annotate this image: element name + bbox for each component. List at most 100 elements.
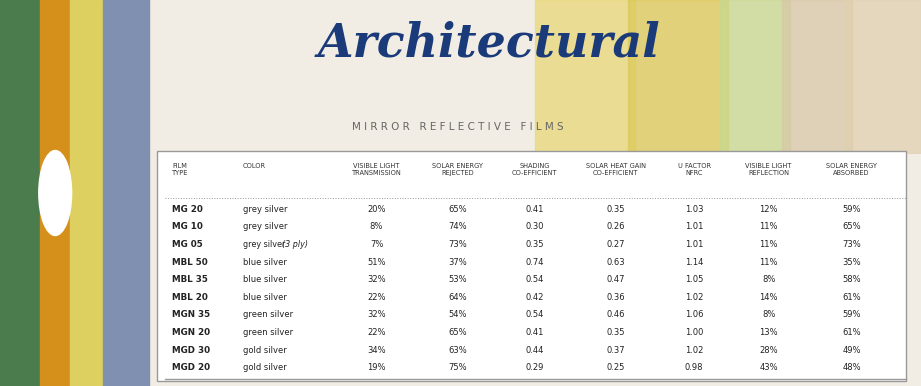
- Bar: [0, 0, 41, 386]
- Text: MGD 20: MGD 20: [171, 363, 210, 372]
- Text: 1.06: 1.06: [685, 310, 704, 319]
- Text: MG 20: MG 20: [171, 205, 203, 214]
- Text: gold silver: gold silver: [242, 363, 286, 372]
- Text: 0.47: 0.47: [607, 275, 625, 284]
- Text: 1.03: 1.03: [685, 205, 704, 214]
- Text: 8%: 8%: [762, 310, 775, 319]
- Text: 0.35: 0.35: [526, 240, 544, 249]
- Text: 1.02: 1.02: [685, 345, 704, 355]
- Text: 12%: 12%: [759, 205, 778, 214]
- Text: 19%: 19%: [367, 363, 386, 372]
- Text: 65%: 65%: [449, 328, 467, 337]
- FancyBboxPatch shape: [157, 151, 905, 381]
- Text: U FACTOR
NFRC: U FACTOR NFRC: [678, 163, 711, 176]
- Text: MBL 35: MBL 35: [171, 275, 207, 284]
- Text: 0.37: 0.37: [606, 345, 625, 355]
- Text: SOLAR HEAT GAIN
CO-EFFICIENT: SOLAR HEAT GAIN CO-EFFICIENT: [586, 163, 646, 176]
- Text: 0.54: 0.54: [526, 275, 544, 284]
- Text: 22%: 22%: [367, 293, 386, 302]
- Text: 0.54: 0.54: [526, 310, 544, 319]
- Text: 0.42: 0.42: [526, 293, 544, 302]
- Text: MGN 35: MGN 35: [171, 310, 210, 319]
- Text: 65%: 65%: [842, 222, 861, 232]
- Text: 59%: 59%: [843, 310, 861, 319]
- Text: 0.41: 0.41: [526, 328, 544, 337]
- Text: 1.01: 1.01: [685, 240, 704, 249]
- Text: grey silver: grey silver: [242, 222, 287, 232]
- Text: 0.30: 0.30: [526, 222, 544, 232]
- Text: 8%: 8%: [762, 275, 775, 284]
- Text: 59%: 59%: [843, 205, 861, 214]
- Text: 51%: 51%: [367, 257, 386, 267]
- Text: 54%: 54%: [449, 310, 467, 319]
- Text: 0.25: 0.25: [607, 363, 625, 372]
- Text: FILM
TYPE: FILM TYPE: [171, 163, 188, 176]
- Text: 37%: 37%: [449, 257, 467, 267]
- Text: 73%: 73%: [449, 240, 467, 249]
- Bar: [103, 0, 149, 386]
- Text: gold silver: gold silver: [242, 345, 286, 355]
- Bar: [844, 0, 921, 154]
- Circle shape: [39, 151, 72, 235]
- Text: green silver: green silver: [242, 310, 293, 319]
- Bar: [41, 0, 70, 386]
- Text: 75%: 75%: [449, 363, 467, 372]
- Text: 0.98: 0.98: [685, 363, 704, 372]
- Text: 35%: 35%: [842, 257, 861, 267]
- Text: 43%: 43%: [759, 363, 778, 372]
- Bar: [628, 0, 729, 154]
- Text: 0.46: 0.46: [607, 310, 625, 319]
- Text: 13%: 13%: [759, 328, 778, 337]
- Text: 8%: 8%: [370, 222, 383, 232]
- Text: 0.27: 0.27: [607, 240, 625, 249]
- Text: 53%: 53%: [449, 275, 467, 284]
- Text: green silver: green silver: [242, 328, 293, 337]
- Bar: [70, 0, 103, 386]
- Text: 61%: 61%: [842, 293, 861, 302]
- Text: blue silver: blue silver: [242, 275, 286, 284]
- Text: 1.05: 1.05: [685, 275, 704, 284]
- Text: 58%: 58%: [842, 275, 861, 284]
- Text: M I R R O R   R E F L E C T I V E   F I L M S: M I R R O R R E F L E C T I V E F I L M …: [352, 122, 564, 132]
- Text: SHADING
CO-EFFICIENT: SHADING CO-EFFICIENT: [512, 163, 557, 176]
- Text: MGD 30: MGD 30: [171, 345, 210, 355]
- Text: MGN 20: MGN 20: [171, 328, 210, 337]
- Text: 0.36: 0.36: [606, 293, 625, 302]
- Bar: [782, 0, 852, 154]
- Text: SOLAR ENERGY
REJECTED: SOLAR ENERGY REJECTED: [432, 163, 483, 176]
- Text: COLOR: COLOR: [242, 163, 266, 169]
- Text: 11%: 11%: [759, 240, 778, 249]
- Text: 73%: 73%: [842, 240, 861, 249]
- Text: blue silver: blue silver: [242, 257, 286, 267]
- Bar: [535, 0, 635, 154]
- Text: 22%: 22%: [367, 328, 386, 337]
- Text: 74%: 74%: [449, 222, 467, 232]
- Text: MBL 50: MBL 50: [171, 257, 207, 267]
- Text: 0.29: 0.29: [526, 363, 544, 372]
- Text: MG 10: MG 10: [171, 222, 203, 232]
- Text: 48%: 48%: [842, 363, 861, 372]
- Text: 7%: 7%: [370, 240, 383, 249]
- Text: 65%: 65%: [449, 205, 467, 214]
- Text: 0.35: 0.35: [607, 328, 625, 337]
- Text: 0.63: 0.63: [606, 257, 625, 267]
- Text: 34%: 34%: [367, 345, 386, 355]
- Text: 49%: 49%: [843, 345, 861, 355]
- Text: 14%: 14%: [759, 293, 778, 302]
- Text: 32%: 32%: [367, 310, 386, 319]
- Text: 28%: 28%: [759, 345, 778, 355]
- Text: 0.41: 0.41: [526, 205, 544, 214]
- Text: 0.44: 0.44: [526, 345, 544, 355]
- Text: 0.74: 0.74: [526, 257, 544, 267]
- Text: 20%: 20%: [367, 205, 386, 214]
- Text: 63%: 63%: [449, 345, 467, 355]
- Text: 11%: 11%: [759, 222, 778, 232]
- Text: Architectural: Architectural: [318, 20, 660, 66]
- Text: 1.00: 1.00: [685, 328, 704, 337]
- Text: 61%: 61%: [842, 328, 861, 337]
- Text: VISIBLE LIGHT
TRANSMISSION: VISIBLE LIGHT TRANSMISSION: [352, 163, 402, 176]
- Text: (3 ply): (3 ply): [282, 240, 309, 249]
- Text: 1.01: 1.01: [685, 222, 704, 232]
- Bar: [720, 0, 790, 154]
- Text: blue silver: blue silver: [242, 293, 286, 302]
